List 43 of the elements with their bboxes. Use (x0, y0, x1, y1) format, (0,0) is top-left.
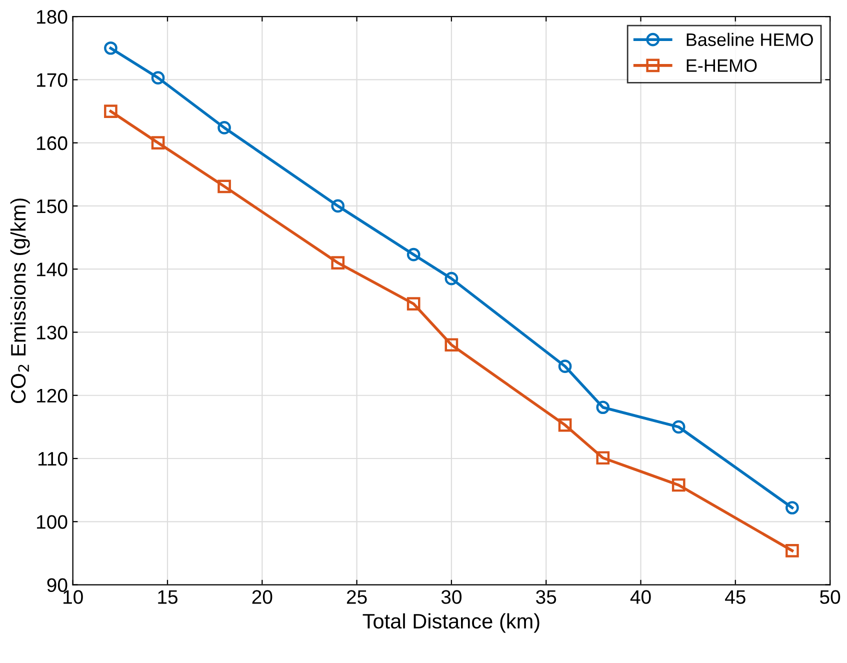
y-tick-label: 130 (37, 326, 68, 340)
x-tick-label: 30 (441, 590, 462, 604)
x-tick-label: 35 (536, 590, 556, 604)
y-axis-title: CO$_{2}$ Emissions (g/km) (10, 198, 30, 404)
point (406, 297, 420, 310)
point (444, 272, 458, 286)
point (104, 104, 118, 118)
y-tick-label: 110 (38, 452, 68, 466)
point (331, 256, 345, 270)
x-tick-label: 45 (725, 590, 746, 604)
point (558, 360, 572, 373)
point (151, 136, 165, 150)
point (218, 121, 231, 134)
point (151, 71, 165, 84)
point (672, 478, 686, 492)
y-tick-label: 150 (37, 199, 68, 214)
legend-label: Baseline HEMO (686, 32, 813, 46)
point (444, 338, 458, 352)
y-tick-label: 140 (37, 262, 68, 276)
legend-label: E-HEMO (686, 59, 757, 72)
point (558, 418, 572, 432)
y-tick-label: 120 (37, 388, 68, 403)
point (596, 400, 610, 414)
point (104, 41, 118, 55)
x-tick-label: 25 (346, 590, 367, 604)
point (218, 180, 231, 194)
y-tick-label: 90 (47, 578, 68, 592)
x-axis-title: Total Distance (km) (362, 613, 540, 633)
point (331, 199, 345, 213)
point (786, 544, 799, 558)
y-tick-label: 160 (37, 136, 68, 150)
y-tick-label: 100 (37, 515, 68, 529)
point (786, 501, 799, 514)
x-tick-label: 20 (252, 590, 272, 604)
x-tick-label: 10 (64, 590, 83, 604)
point (406, 248, 420, 262)
y-tick-label: 170 (37, 73, 68, 87)
x-tick-label: 15 (158, 590, 178, 604)
point (672, 420, 686, 434)
x-tick-label: 40 (630, 590, 651, 604)
x-tick-label: 50 (820, 590, 840, 604)
y-tick-label: 180 (37, 10, 68, 24)
point (596, 451, 610, 465)
